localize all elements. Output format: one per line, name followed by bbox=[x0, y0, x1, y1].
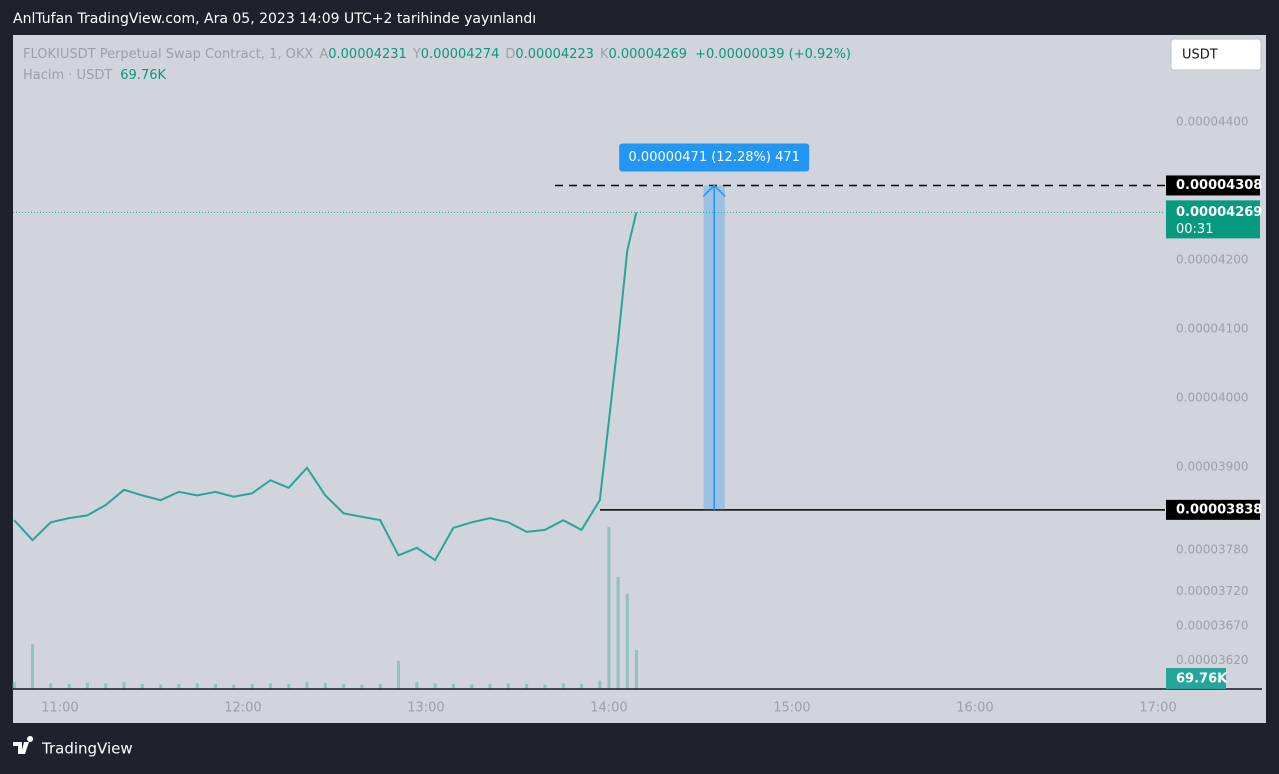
y-tick-label: 0.00003780 bbox=[1176, 542, 1249, 556]
volume-bar bbox=[525, 683, 529, 689]
plot: 0.00004400 0.00004200 0.00004100 0.00004000… bbox=[12, 114, 1262, 716]
volume-bar bbox=[470, 684, 474, 689]
x-tick-label: 14:00 bbox=[590, 701, 627, 716]
volume-bar bbox=[561, 683, 565, 689]
high-label: Y bbox=[412, 47, 421, 62]
close: 0.00004269 bbox=[608, 47, 687, 62]
footer-logo: TradingView bbox=[13, 736, 133, 758]
currency-button[interactable] bbox=[1170, 38, 1262, 71]
brand: TradingView bbox=[41, 740, 133, 758]
volume-bar bbox=[543, 684, 547, 689]
y-tick-label: 0.00003900 bbox=[1176, 460, 1249, 474]
x-tick-label: 17:00 bbox=[1139, 701, 1176, 716]
volume-bar bbox=[360, 684, 364, 689]
volume-bar bbox=[12, 682, 16, 689]
currency-label: USDT bbox=[1182, 48, 1218, 63]
y-tick-label: 0.00004400 bbox=[1176, 114, 1249, 128]
published-title: AnlTufan TradingView.com, Ara 05, 2023 1… bbox=[13, 11, 536, 27]
volume-bar bbox=[214, 683, 218, 689]
volume-bar bbox=[342, 683, 346, 689]
price-level-box bbox=[1166, 499, 1260, 520]
volume-bar bbox=[625, 593, 629, 689]
close-label: K bbox=[600, 47, 609, 62]
volume-bar bbox=[31, 644, 35, 689]
volume-bar bbox=[268, 683, 272, 689]
change: +0.00000039 (+0.92%) bbox=[695, 47, 851, 62]
logo-icon bbox=[13, 736, 34, 754]
volume-bar bbox=[287, 683, 291, 689]
volume-bar bbox=[49, 683, 53, 689]
price-level-label: 0.00003838 bbox=[1176, 502, 1262, 517]
low-label: D bbox=[505, 47, 515, 62]
y-tick-label: 0.00003720 bbox=[1176, 584, 1249, 598]
volume-bar bbox=[122, 682, 126, 689]
current-price-label: 0.00004269 bbox=[1176, 205, 1262, 220]
measure-label: 0.00000471 (12.28%) 471 bbox=[629, 150, 800, 165]
y-tick-label: 0.00003670 bbox=[1176, 618, 1249, 632]
volume-bar bbox=[140, 683, 144, 689]
volume-bar bbox=[104, 683, 108, 689]
x-tick-label: 11:00 bbox=[41, 701, 78, 716]
volume-bar bbox=[634, 649, 638, 689]
volume-label: Hacim · USDT bbox=[23, 68, 112, 83]
volume-bar bbox=[323, 682, 327, 689]
y-tick-label: 0.00004000 bbox=[1176, 391, 1249, 405]
volume-bar bbox=[607, 526, 611, 689]
current-price-box bbox=[1166, 200, 1260, 239]
symbol-name: FLOKIUSDT Perpetual Swap Contract, 1, OK… bbox=[23, 47, 313, 62]
volume-bar bbox=[451, 683, 455, 689]
volume-bar bbox=[85, 682, 89, 689]
price-line bbox=[13, 212, 638, 562]
volume-badge-box bbox=[1166, 668, 1226, 689]
price-level-box bbox=[1166, 175, 1260, 196]
volume-value: 69.76K bbox=[120, 68, 166, 83]
volume-bar bbox=[488, 683, 492, 689]
volume-legend: Hacim · USDT 69.76K bbox=[23, 68, 166, 83]
y-tick-label: 0.00004100 bbox=[1176, 322, 1249, 336]
low: 0.00004223 bbox=[515, 47, 594, 62]
volume-bar bbox=[506, 683, 510, 689]
symbol: FLOKIUSDT Perpetual Swap Contract, 1, OK… bbox=[23, 47, 851, 62]
volume-bar bbox=[397, 661, 401, 689]
volume-bar bbox=[177, 683, 181, 689]
y-tick-label: 0.00004200 bbox=[1176, 253, 1249, 267]
countdown: 00:31 bbox=[1176, 222, 1213, 237]
volume-bar bbox=[415, 682, 419, 689]
volume-badge: 69.76K bbox=[1176, 672, 1228, 687]
volume-bar bbox=[598, 680, 602, 689]
open-label: A bbox=[319, 47, 328, 62]
chart-panel bbox=[13, 35, 1266, 723]
x-tick-label: 16:00 bbox=[956, 701, 993, 716]
volume-bar bbox=[616, 577, 620, 689]
volume-bar bbox=[580, 683, 584, 689]
legend: FLOKIUSDT Perpetual Swap Contract, 1, OK… bbox=[23, 47, 851, 83]
y-tick-label: 0.00003620 bbox=[1176, 653, 1249, 667]
measure-arrow-head bbox=[702, 184, 726, 197]
x-tick-label: 12:00 bbox=[224, 701, 261, 716]
volume-bar bbox=[433, 683, 437, 689]
open: 0.00004231 bbox=[328, 47, 407, 62]
volume-bar bbox=[159, 684, 163, 689]
price-level-label: 0.00004308 bbox=[1176, 178, 1262, 193]
volume-bar bbox=[67, 683, 71, 689]
volume-bar bbox=[195, 683, 199, 689]
x-tick-label: 15:00 bbox=[773, 701, 810, 716]
measure-label-box bbox=[619, 143, 810, 172]
volume-bar bbox=[232, 684, 236, 689]
x-tick-label: 13:00 bbox=[407, 701, 444, 716]
volume-bar bbox=[305, 682, 309, 689]
high: 0.00004274 bbox=[421, 47, 500, 62]
volume-bar bbox=[250, 683, 254, 689]
volume-bar bbox=[378, 683, 382, 689]
